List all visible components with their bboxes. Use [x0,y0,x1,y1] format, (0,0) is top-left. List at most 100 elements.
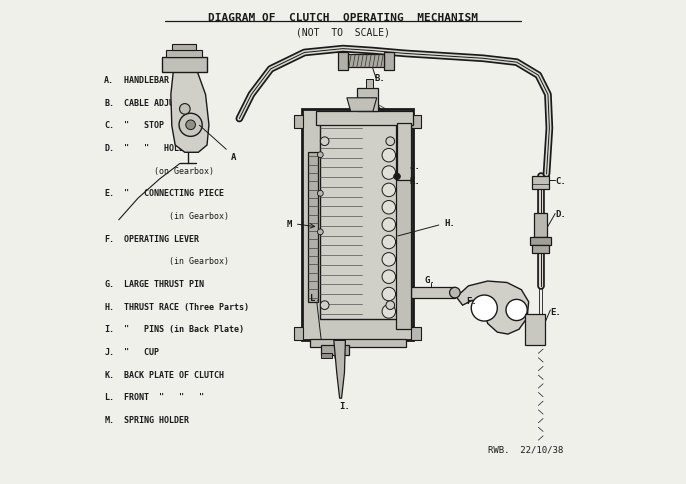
Text: B.: B. [104,99,115,107]
Circle shape [320,137,329,146]
Text: "   PINS (in Back Plate): " PINS (in Back Plate) [123,325,244,334]
Bar [310,339,405,347]
Polygon shape [171,73,209,153]
Text: I.: I. [340,401,351,410]
Polygon shape [334,341,346,398]
Circle shape [186,121,196,130]
Text: H.: H. [398,218,455,237]
Circle shape [179,114,202,137]
Bar [532,245,549,254]
Text: F.: F. [104,234,115,243]
Bar [525,314,545,346]
Text: (on Gearbox): (on Gearbox) [123,166,213,175]
Text: K.: K. [410,176,421,185]
Polygon shape [456,282,529,334]
Bar [172,45,196,51]
Text: G.: G. [104,280,115,288]
Text: C.: C. [555,176,566,185]
Text: L.: L. [104,393,115,402]
Text: I.: I. [104,325,115,334]
Text: E.: E. [550,307,561,316]
Text: DIAGRAM OF  CLUTCH  OPERATING  MECHANISM: DIAGRAM OF CLUTCH OPERATING MECHANISM [208,14,478,23]
Bar [397,123,412,181]
Text: FRONT  "   "   ": FRONT " " " [123,393,204,402]
Circle shape [471,295,497,321]
Bar [532,177,549,190]
Text: C.: C. [104,121,115,130]
Circle shape [386,301,394,310]
Bar [294,327,303,341]
Bar [308,153,318,302]
Text: THRUST RACE (Three Parts): THRUST RACE (Three Parts) [123,302,248,311]
Text: J.: J. [410,162,421,171]
Circle shape [382,218,396,232]
Text: CABLE ADJUSTER: CABLE ADJUSTER [123,99,193,107]
Text: H.: H. [104,302,115,311]
Bar [348,55,384,68]
Polygon shape [347,99,377,112]
Text: RWB.  22/10/38: RWB. 22/10/38 [488,445,563,454]
Text: (NOT  TO  SCALE): (NOT TO SCALE) [296,28,390,38]
Text: M.: M. [104,415,115,424]
Circle shape [318,229,323,235]
Circle shape [394,174,401,181]
Text: SPRING HOLDER: SPRING HOLDER [123,415,189,424]
Circle shape [180,105,190,115]
Text: OPERATING LEVER: OPERATING LEVER [123,234,198,243]
Circle shape [506,300,528,321]
Text: BACK PLATE OF CLUTCH: BACK PLATE OF CLUTCH [123,370,224,379]
Circle shape [449,287,460,298]
Text: D.: D. [555,210,566,218]
Text: K.: K. [104,370,115,379]
Bar [366,80,373,89]
Bar [534,213,547,237]
Bar [530,237,552,245]
Bar [412,327,421,341]
Text: J.: J. [104,348,115,356]
Circle shape [382,201,396,214]
Text: "   CUP: " CUP [123,348,158,356]
Bar [410,287,455,298]
Bar [321,354,332,359]
Circle shape [382,184,396,197]
Bar [162,58,206,73]
Bar [357,89,378,112]
Text: (in Gearbox): (in Gearbox) [123,212,228,221]
Text: A: A [200,126,237,161]
Circle shape [382,305,396,318]
Circle shape [320,301,329,310]
Bar [320,124,397,319]
Circle shape [318,152,323,158]
Bar [294,116,303,129]
Text: A.: A. [104,76,115,85]
Circle shape [382,236,396,249]
Bar [338,53,348,71]
Bar [321,346,349,355]
Text: HANDLEBAR LEVER: HANDLEBAR LEVER [123,76,198,85]
Text: "   "   HOLDER: " " HOLDER [123,144,193,153]
Circle shape [386,137,394,146]
Bar [302,110,413,341]
Circle shape [318,191,323,197]
Text: L.: L. [310,294,321,302]
Circle shape [382,287,396,301]
Text: B.: B. [375,74,385,83]
Circle shape [382,166,396,180]
Text: "   CONNECTING PIECE: " CONNECTING PIECE [123,189,224,198]
Text: (in Gearbox): (in Gearbox) [123,257,228,266]
Text: E.: E. [104,189,115,198]
Circle shape [382,149,396,163]
Text: F.: F. [466,297,477,305]
Text: G.: G. [425,276,436,285]
Bar [396,122,410,330]
Circle shape [382,253,396,267]
Text: LARGE THRUST PIN: LARGE THRUST PIN [123,280,204,288]
Bar [166,51,202,58]
Circle shape [382,271,396,284]
Bar [412,116,421,129]
Text: "   STOP: " STOP [123,121,163,130]
Text: M: M [287,219,315,228]
Bar [316,112,413,125]
Bar [384,53,394,71]
Text: D.: D. [104,144,115,153]
